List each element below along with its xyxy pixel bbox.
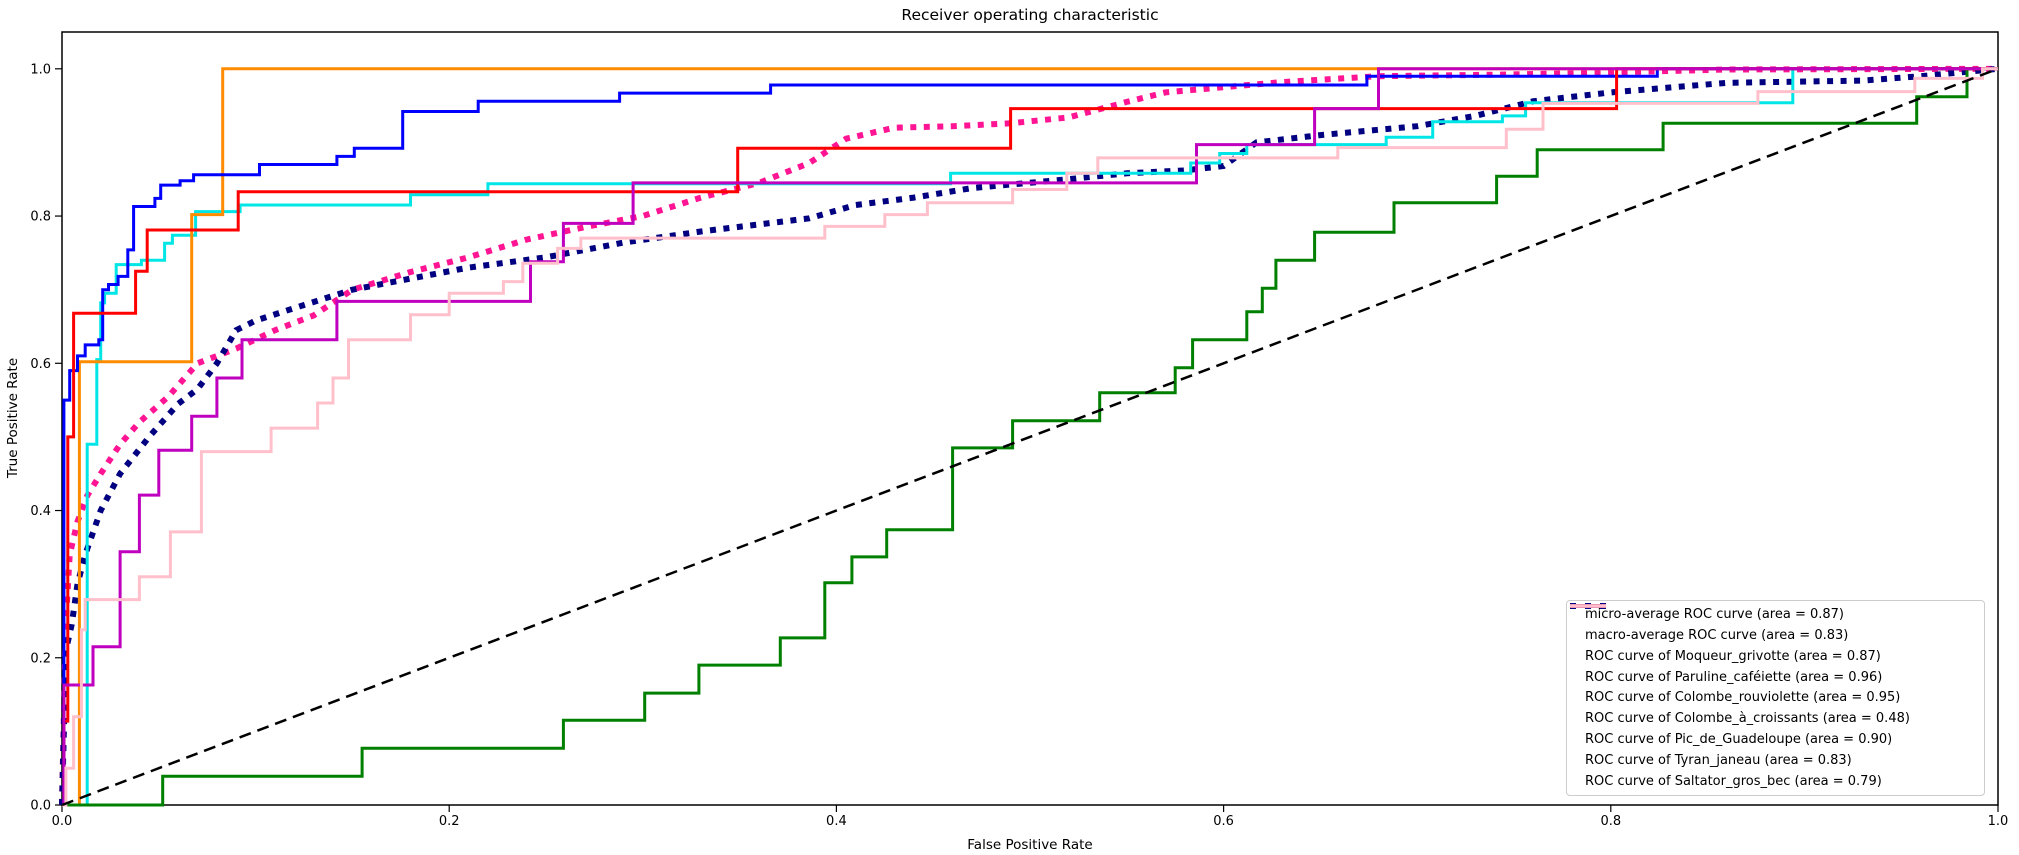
x-tick-label: 0.8 bbox=[1600, 814, 1621, 829]
legend-item: ROC curve of Paruline_caféiette (area = … bbox=[1570, 604, 1984, 687]
legend-item: micro-average ROC curve (area = 0.87) bbox=[1570, 603, 1984, 624]
legend-item-label: micro-average ROC curve (area = 0.87) bbox=[1585, 606, 1844, 622]
x-axis-label: False Positive Rate bbox=[967, 837, 1092, 853]
legend: micro-average ROC curve (area = 0.87) mac… bbox=[1566, 600, 1985, 796]
chart-layer: 0.0 0.2 0.4 0.6 0.8 1.0 0.0 0.2 0.4 0.6 0.8 1.0 bbox=[30, 31, 2009, 829]
roc-curve-Moqueur_grivotte bbox=[62, 67, 1998, 807]
legend-item-label: ROC curve of Saltator_gros_bec (area = 0… bbox=[1585, 773, 1882, 789]
legend-item: ROC curve of Tyran_janeau (area = 0.83) bbox=[1570, 604, 1984, 771]
roc-curve-Colombe_à_croissants bbox=[62, 67, 1998, 807]
legend-item-label: ROC curve of Colombe_à_croissants (area … bbox=[1585, 711, 1910, 727]
roc-curve-Pic_de_Guadeloupe bbox=[62, 67, 1998, 807]
y-tick-label: 0.4 bbox=[30, 504, 51, 519]
legend-item: ROC curve of Pic_de_Guadeloupe (area = 0… bbox=[1570, 604, 1984, 750]
legend-item-label: ROC curve of Tyran_janeau (area = 0.83) bbox=[1585, 753, 1852, 769]
chance-diagonal bbox=[61, 67, 1999, 807]
x-tick-label: 1.0 bbox=[1988, 814, 2009, 829]
y-tick-label: 0.0 bbox=[30, 799, 51, 814]
x-tick-label: 0.4 bbox=[826, 814, 847, 829]
legend-item-label: ROC curve of Pic_de_Guadeloupe (area = 0… bbox=[1585, 732, 1893, 748]
plot-frame bbox=[61, 31, 1999, 806]
legend-item-label: ROC curve of Paruline_caféiette (area = … bbox=[1585, 669, 1883, 685]
y-tick-label: 0.2 bbox=[30, 651, 51, 666]
legend-item: ROC curve of Moqueur_grivotte (area = 0.… bbox=[1570, 604, 1984, 666]
legend-item-label: ROC curve of Colombe_rouviolette (area =… bbox=[1585, 690, 1901, 706]
y-tick-label: 0.6 bbox=[30, 357, 51, 372]
roc-curve-Colombe_rouviolette bbox=[62, 67, 1998, 807]
chart-title: Receiver operating characteristic bbox=[901, 6, 1158, 24]
x-tick-label: 0.0 bbox=[52, 814, 73, 829]
x-tick-label: 0.2 bbox=[439, 814, 460, 829]
x-tick-label: 0.6 bbox=[1213, 814, 1234, 829]
y-tick-label: 0.8 bbox=[30, 210, 51, 225]
legend-item: ROC curve of Colombe_rouviolette (area =… bbox=[1570, 604, 1984, 708]
legend-item-label: ROC curve of Moqueur_grivotte (area = 0.… bbox=[1585, 648, 1881, 664]
y-axis-label: True Positive Rate bbox=[5, 358, 21, 479]
legend-item: macro-average ROC curve (area = 0.83) bbox=[1570, 603, 1984, 645]
roc-curve-Paruline_caféiette bbox=[62, 67, 1998, 807]
legend-item: ROC curve of Saltator_gros_bec (area = 0… bbox=[1570, 604, 1984, 791]
legend-item: ROC curve of Colombe_à_croissants (area … bbox=[1570, 604, 1984, 729]
roc-curve-Saltator_gros_bec bbox=[62, 67, 1998, 807]
legend-item-label: macro-average ROC curve (area = 0.83) bbox=[1585, 627, 1849, 643]
roc-curve-Tyran_janeau bbox=[62, 67, 1998, 807]
legend-line-sample bbox=[1570, 604, 1606, 608]
y-tick-label: 1.0 bbox=[30, 62, 51, 77]
